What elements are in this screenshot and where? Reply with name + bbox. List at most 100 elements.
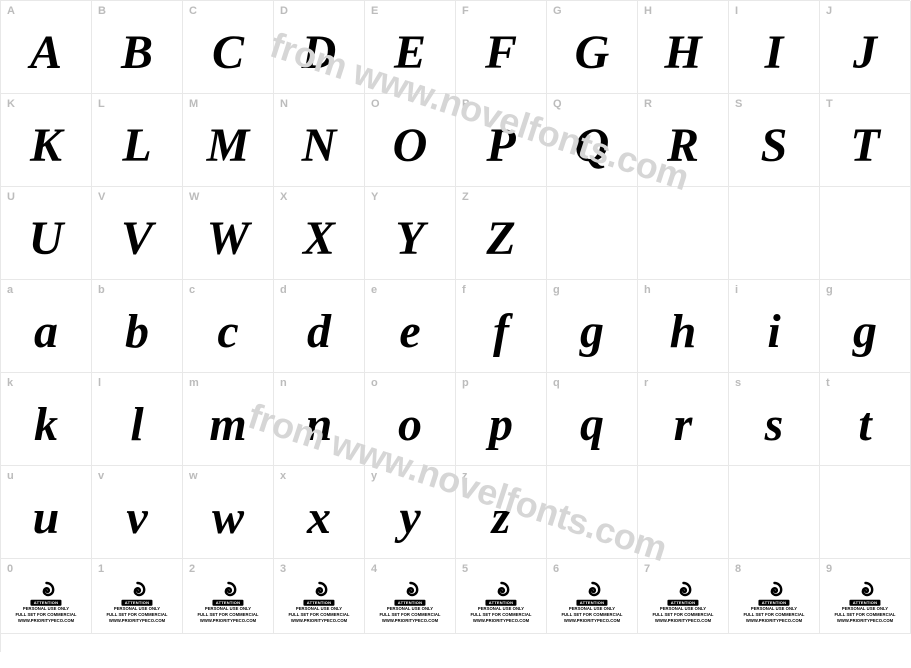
cell-key-label: z xyxy=(462,470,468,482)
glyph: B xyxy=(121,29,153,77)
notice-line: WWW.PRIORITYPECO.COM xyxy=(18,618,74,623)
notice-line: WWW.PRIORITYPECO.COM xyxy=(746,618,802,623)
notice-line: FULL SET FOR COMMERCIAL xyxy=(15,612,76,617)
glyph-cell: DD xyxy=(274,1,365,94)
glyph: C xyxy=(212,29,244,77)
notice-line: FULL SET FOR COMMERCIAL xyxy=(470,612,531,617)
glyph-cell: cc xyxy=(183,280,274,373)
cell-key-label: 8 xyxy=(735,563,741,575)
glyph-cell: TT xyxy=(820,94,911,187)
cell-key-label: G xyxy=(553,5,562,17)
glyph: p xyxy=(489,401,513,449)
digit-notice: ATTENTIONPERSONAL USE ONLYFULL SET FOR C… xyxy=(743,581,804,623)
cell-key-label: N xyxy=(280,98,288,110)
swirl-icon xyxy=(310,581,328,599)
cell-key-label: 6 xyxy=(553,563,559,575)
cell-key-label: E xyxy=(371,5,379,17)
cell-key-label: M xyxy=(189,98,198,110)
notice-line: WWW.PRIORITYPECO.COM xyxy=(291,618,347,623)
digit-cell: 1ATTENTIONPERSONAL USE ONLYFULL SET FOR … xyxy=(92,559,183,634)
glyph: y xyxy=(399,494,420,542)
digit-cell: 7ATTENTIONPERSONAL USE ONLYFULL SET FOR … xyxy=(638,559,729,634)
cell-key-label: Z xyxy=(462,191,469,203)
digit-notice: ATTENTIONPERSONAL USE ONLYFULL SET FOR C… xyxy=(15,581,76,623)
glyph-cell: aa xyxy=(1,280,92,373)
glyph: F xyxy=(485,29,517,77)
swirl-icon xyxy=(674,581,692,599)
cell-key-label: p xyxy=(462,377,469,389)
cell-key-label: J xyxy=(826,5,832,17)
glyph-cell: gg xyxy=(820,280,911,373)
glyph-cell: QQ xyxy=(547,94,638,187)
glyph-cell: SS xyxy=(729,94,820,187)
glyph-cell xyxy=(820,187,911,280)
swirl-icon xyxy=(583,581,601,599)
glyph: Q xyxy=(575,122,610,170)
cell-key-label: 2 xyxy=(189,563,195,575)
notice-line: WWW.PRIORITYPECO.COM xyxy=(837,618,893,623)
notice-line: WWW.PRIORITYPECO.COM xyxy=(200,618,256,623)
glyph-cell: XX xyxy=(274,187,365,280)
glyph: f xyxy=(493,308,509,356)
digit-cell: 2ATTENTIONPERSONAL USE ONLYFULL SET FOR … xyxy=(183,559,274,634)
glyph: z xyxy=(492,494,511,542)
cell-key-label: e xyxy=(371,284,377,296)
glyph-cell: nn xyxy=(274,373,365,466)
cell-key-label: Q xyxy=(553,98,562,110)
cell-key-label: 0 xyxy=(7,563,13,575)
glyph-cell: zz xyxy=(456,466,547,559)
glyph-cell: gg xyxy=(547,280,638,373)
notice-line: FULL SET FOR COMMERCIAL xyxy=(379,612,440,617)
notice-line: FULL SET FOR COMMERCIAL xyxy=(834,612,895,617)
glyph: X xyxy=(303,215,335,263)
glyph: Z xyxy=(486,215,515,263)
glyph-cell: MM xyxy=(183,94,274,187)
cell-key-label: u xyxy=(7,470,14,482)
cell-key-label: 5 xyxy=(462,563,468,575)
swirl-icon xyxy=(37,581,55,599)
glyph-cell xyxy=(638,466,729,559)
cell-key-label: 7 xyxy=(644,563,650,575)
cell-key-label: i xyxy=(735,284,738,296)
glyph-cell: vv xyxy=(92,466,183,559)
glyph: g xyxy=(853,308,877,356)
cell-key-label: K xyxy=(7,98,15,110)
glyph-cell: kk xyxy=(1,373,92,466)
cell-key-label: P xyxy=(462,98,470,110)
cell-key-label: w xyxy=(189,470,198,482)
glyph: a xyxy=(34,308,58,356)
glyph: t xyxy=(858,401,871,449)
glyph-cell: rr xyxy=(638,373,729,466)
cell-key-label: B xyxy=(98,5,106,17)
cell-key-label: o xyxy=(371,377,378,389)
cell-key-label: A xyxy=(7,5,15,17)
glyph: T xyxy=(850,122,879,170)
cell-key-label: C xyxy=(189,5,197,17)
digit-cell: 0ATTENTIONPERSONAL USE ONLYFULL SET FOR … xyxy=(1,559,92,634)
glyph-cell: ZZ xyxy=(456,187,547,280)
notice-line: WWW.PRIORITYPECO.COM xyxy=(564,618,620,623)
notice-line: FULL SET FOR COMMERCIAL xyxy=(561,612,622,617)
glyph: m xyxy=(209,401,246,449)
cell-key-label: d xyxy=(280,284,287,296)
glyph: e xyxy=(399,308,420,356)
digit-notice: ATTENTIONPERSONAL USE ONLYFULL SET FOR C… xyxy=(470,581,531,623)
glyph: u xyxy=(33,494,60,542)
glyph: G xyxy=(575,29,610,77)
cell-key-label: c xyxy=(189,284,195,296)
glyph: l xyxy=(130,401,143,449)
glyph-cell: ss xyxy=(729,373,820,466)
cell-key-label: h xyxy=(644,284,651,296)
cell-key-label: U xyxy=(7,191,15,203)
digit-cell: 3ATTENTIONPERSONAL USE ONLYFULL SET FOR … xyxy=(274,559,365,634)
glyph-cell: OO xyxy=(365,94,456,187)
cell-key-label: y xyxy=(371,470,377,482)
glyph-cell: yy xyxy=(365,466,456,559)
cell-key-label: Y xyxy=(371,191,379,203)
glyph: L xyxy=(122,122,151,170)
glyph: Y xyxy=(395,215,424,263)
glyph: b xyxy=(125,308,149,356)
swirl-icon xyxy=(856,581,874,599)
glyph: R xyxy=(667,122,699,170)
glyph-cell: EE xyxy=(365,1,456,94)
